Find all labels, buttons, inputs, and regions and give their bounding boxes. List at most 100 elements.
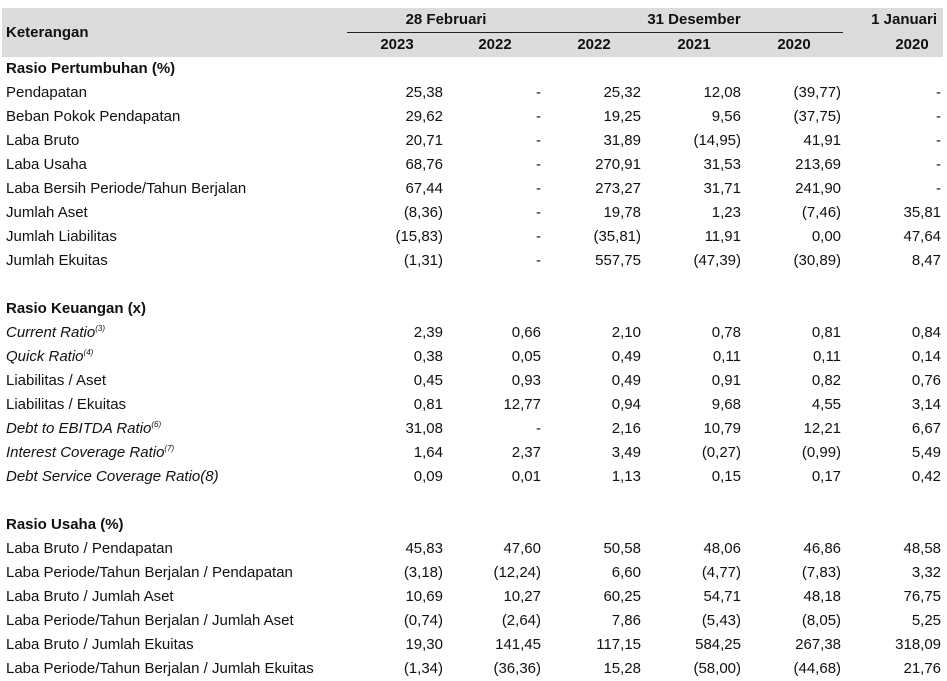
value-cell: 6,60	[611, 564, 641, 581]
value-cell: 270,91	[595, 156, 641, 173]
row-label: Laba Usaha	[6, 156, 87, 173]
value-cell: 584,25	[695, 636, 741, 653]
row-label: Laba Bruto / Jumlah Aset	[6, 588, 174, 605]
value-cell: -	[536, 108, 541, 125]
section-title-row: Rasio Keuangan (x)	[2, 297, 943, 321]
value-cell: 0,09	[413, 468, 443, 485]
table-row: Interest Coverage Ratio(7) 1,64 2,37 3,49 (0…	[2, 441, 943, 465]
value-cell: 557,75	[595, 252, 641, 269]
value-cell: 12,21	[803, 420, 842, 437]
value-cell: (8,36)	[403, 204, 443, 221]
value-cell: 29,62	[405, 108, 443, 125]
header-group-february: 28 Februari	[347, 8, 543, 33]
value-cell: 9,68	[711, 396, 741, 413]
value-cell: 5,25	[911, 612, 942, 629]
value-cell: 5,49	[911, 444, 942, 461]
row-label: Laba Periode/Tahun Berjalan / Pendapatan	[6, 564, 293, 581]
value-cell: 1,64	[413, 444, 443, 461]
value-cell: 273,27	[595, 180, 641, 197]
value-cell: 0,11	[712, 348, 741, 365]
value-cell: 12,77	[503, 396, 541, 413]
value-cell: 0,94	[611, 396, 641, 413]
value-cell: 3,49	[611, 444, 641, 461]
value-cell: 1,23	[711, 204, 741, 221]
value-cell: 0,82	[811, 372, 842, 389]
value-cell: 267,38	[795, 636, 842, 653]
spacer-cell	[2, 273, 943, 297]
value-cell: 47,60	[503, 540, 541, 557]
table-row: Laba Periode/Tahun Berjalan / Jumlah Eku…	[2, 657, 943, 681]
value-cell: 6,67	[911, 420, 942, 437]
row-label-cell: Beban Pokok Pendapatan	[2, 105, 347, 129]
value-cell: (7,46)	[801, 204, 842, 221]
value-cell: 4,55	[811, 396, 842, 413]
row-label: Laba Bruto / Jumlah Ekuitas	[6, 636, 194, 653]
row-label: Laba Periode/Tahun Berjalan / Jumlah Ase…	[6, 612, 294, 629]
value-cell: (14,95)	[693, 132, 741, 149]
table-row: Laba Bruto 20,71 - 31,89 (14,95) 41,91 -	[2, 129, 943, 153]
value-cell: 0,17	[811, 468, 842, 485]
header-year: 2020	[843, 32, 944, 57]
value-cell: (0,74)	[403, 612, 443, 629]
value-cell: 318,09	[895, 636, 942, 653]
value-cell: 20,71	[405, 132, 443, 149]
value-cell: 9,56	[711, 108, 741, 125]
value-cell: -	[536, 84, 541, 101]
table-row: Laba Bruto / Jumlah Ekuitas 19,30 141,45 11…	[2, 633, 943, 657]
value-cell: 60,25	[603, 588, 641, 605]
row-label: Jumlah Aset	[6, 204, 88, 221]
row-label: Jumlah Ekuitas	[6, 252, 108, 269]
value-cell: 0,49	[611, 348, 641, 365]
value-cell: (36,36)	[493, 660, 541, 677]
header-year: 2021	[643, 32, 743, 57]
row-label: Interest Coverage Ratio	[6, 444, 165, 461]
row-label-cell: Liabilitas / Aset	[2, 369, 347, 393]
value-cell: 19,30	[405, 636, 443, 653]
value-cell: 10,27	[503, 588, 541, 605]
section-title: Rasio Keuangan (x)	[6, 300, 147, 317]
value-cell: 19,25	[603, 108, 641, 125]
value-cell: -	[936, 156, 942, 173]
table-row: Liabilitas / Aset 0,45 0,93 0,49 0,91 0,82 0,7…	[2, 369, 943, 393]
value-cell: (15,83)	[395, 228, 443, 245]
row-label: Laba Bersih Periode/Tahun Berjalan	[6, 180, 247, 197]
value-cell: 35,81	[903, 204, 942, 221]
value-cell: 3,32	[911, 564, 942, 581]
table-row: Quick Ratio(4) 0,38 0,05 0,49 0,11 0,11 0,14	[2, 345, 943, 369]
value-cell: 0,49	[611, 372, 641, 389]
row-label-cell: Laba Bruto / Pendapatan	[2, 537, 347, 561]
value-cell: 46,86	[803, 540, 842, 557]
table-row: Jumlah Aset (8,36) - 19,78 1,23 (7,46) 35,81	[2, 201, 943, 225]
value-cell: (1,34)	[403, 660, 443, 677]
row-label: Laba Bruto / Pendapatan	[6, 540, 173, 557]
row-label-cell: Current Ratio(3)	[2, 321, 347, 345]
value-cell: 0,45	[413, 372, 443, 389]
table-row: Current Ratio(3) 2,39 0,66 2,10 0,78 0,81 0,84	[2, 321, 943, 345]
spacer-cell	[2, 489, 943, 513]
value-cell: 0,42	[911, 468, 942, 485]
row-label-cell: Liabilitas / Ekuitas	[2, 393, 347, 417]
row-label-cell: Laba Periode/Tahun Berjalan / Jumlah Eku…	[2, 657, 347, 681]
row-label: Liabilitas / Ekuitas	[6, 396, 127, 413]
table-row: Laba Usaha 68,76 - 270,91 31,53 213,69 -	[2, 153, 943, 177]
row-label-cell: Laba Periode/Tahun Berjalan / Jumlah Ase…	[2, 609, 347, 633]
value-cell: 25,32	[603, 84, 641, 101]
value-cell: 19,78	[603, 204, 641, 221]
value-cell: (1,31)	[403, 252, 443, 269]
value-cell: 31,89	[603, 132, 641, 149]
value-cell: 54,71	[703, 588, 741, 605]
value-cell: 31,71	[703, 180, 741, 197]
footnote-marker: (3)	[95, 324, 105, 333]
row-label: Laba Bruto	[6, 132, 80, 149]
section-title-row: Rasio Pertumbuhan (%)	[2, 57, 943, 81]
row-label-cell: Debt to EBITDA Ratio(6)	[2, 417, 347, 441]
value-cell: 3,14	[911, 396, 942, 413]
row-label-cell: Laba Bruto / Jumlah Aset	[2, 585, 347, 609]
row-label-cell: Laba Periode/Tahun Berjalan / Pendapatan	[2, 561, 347, 585]
value-cell: 0,05	[511, 348, 541, 365]
value-cell: 2,39	[413, 324, 443, 341]
value-cell: 0,76	[911, 372, 942, 389]
row-label-cell: Quick Ratio(4)	[2, 345, 347, 369]
row-label-cell: Jumlah Liabilitas	[2, 225, 347, 249]
